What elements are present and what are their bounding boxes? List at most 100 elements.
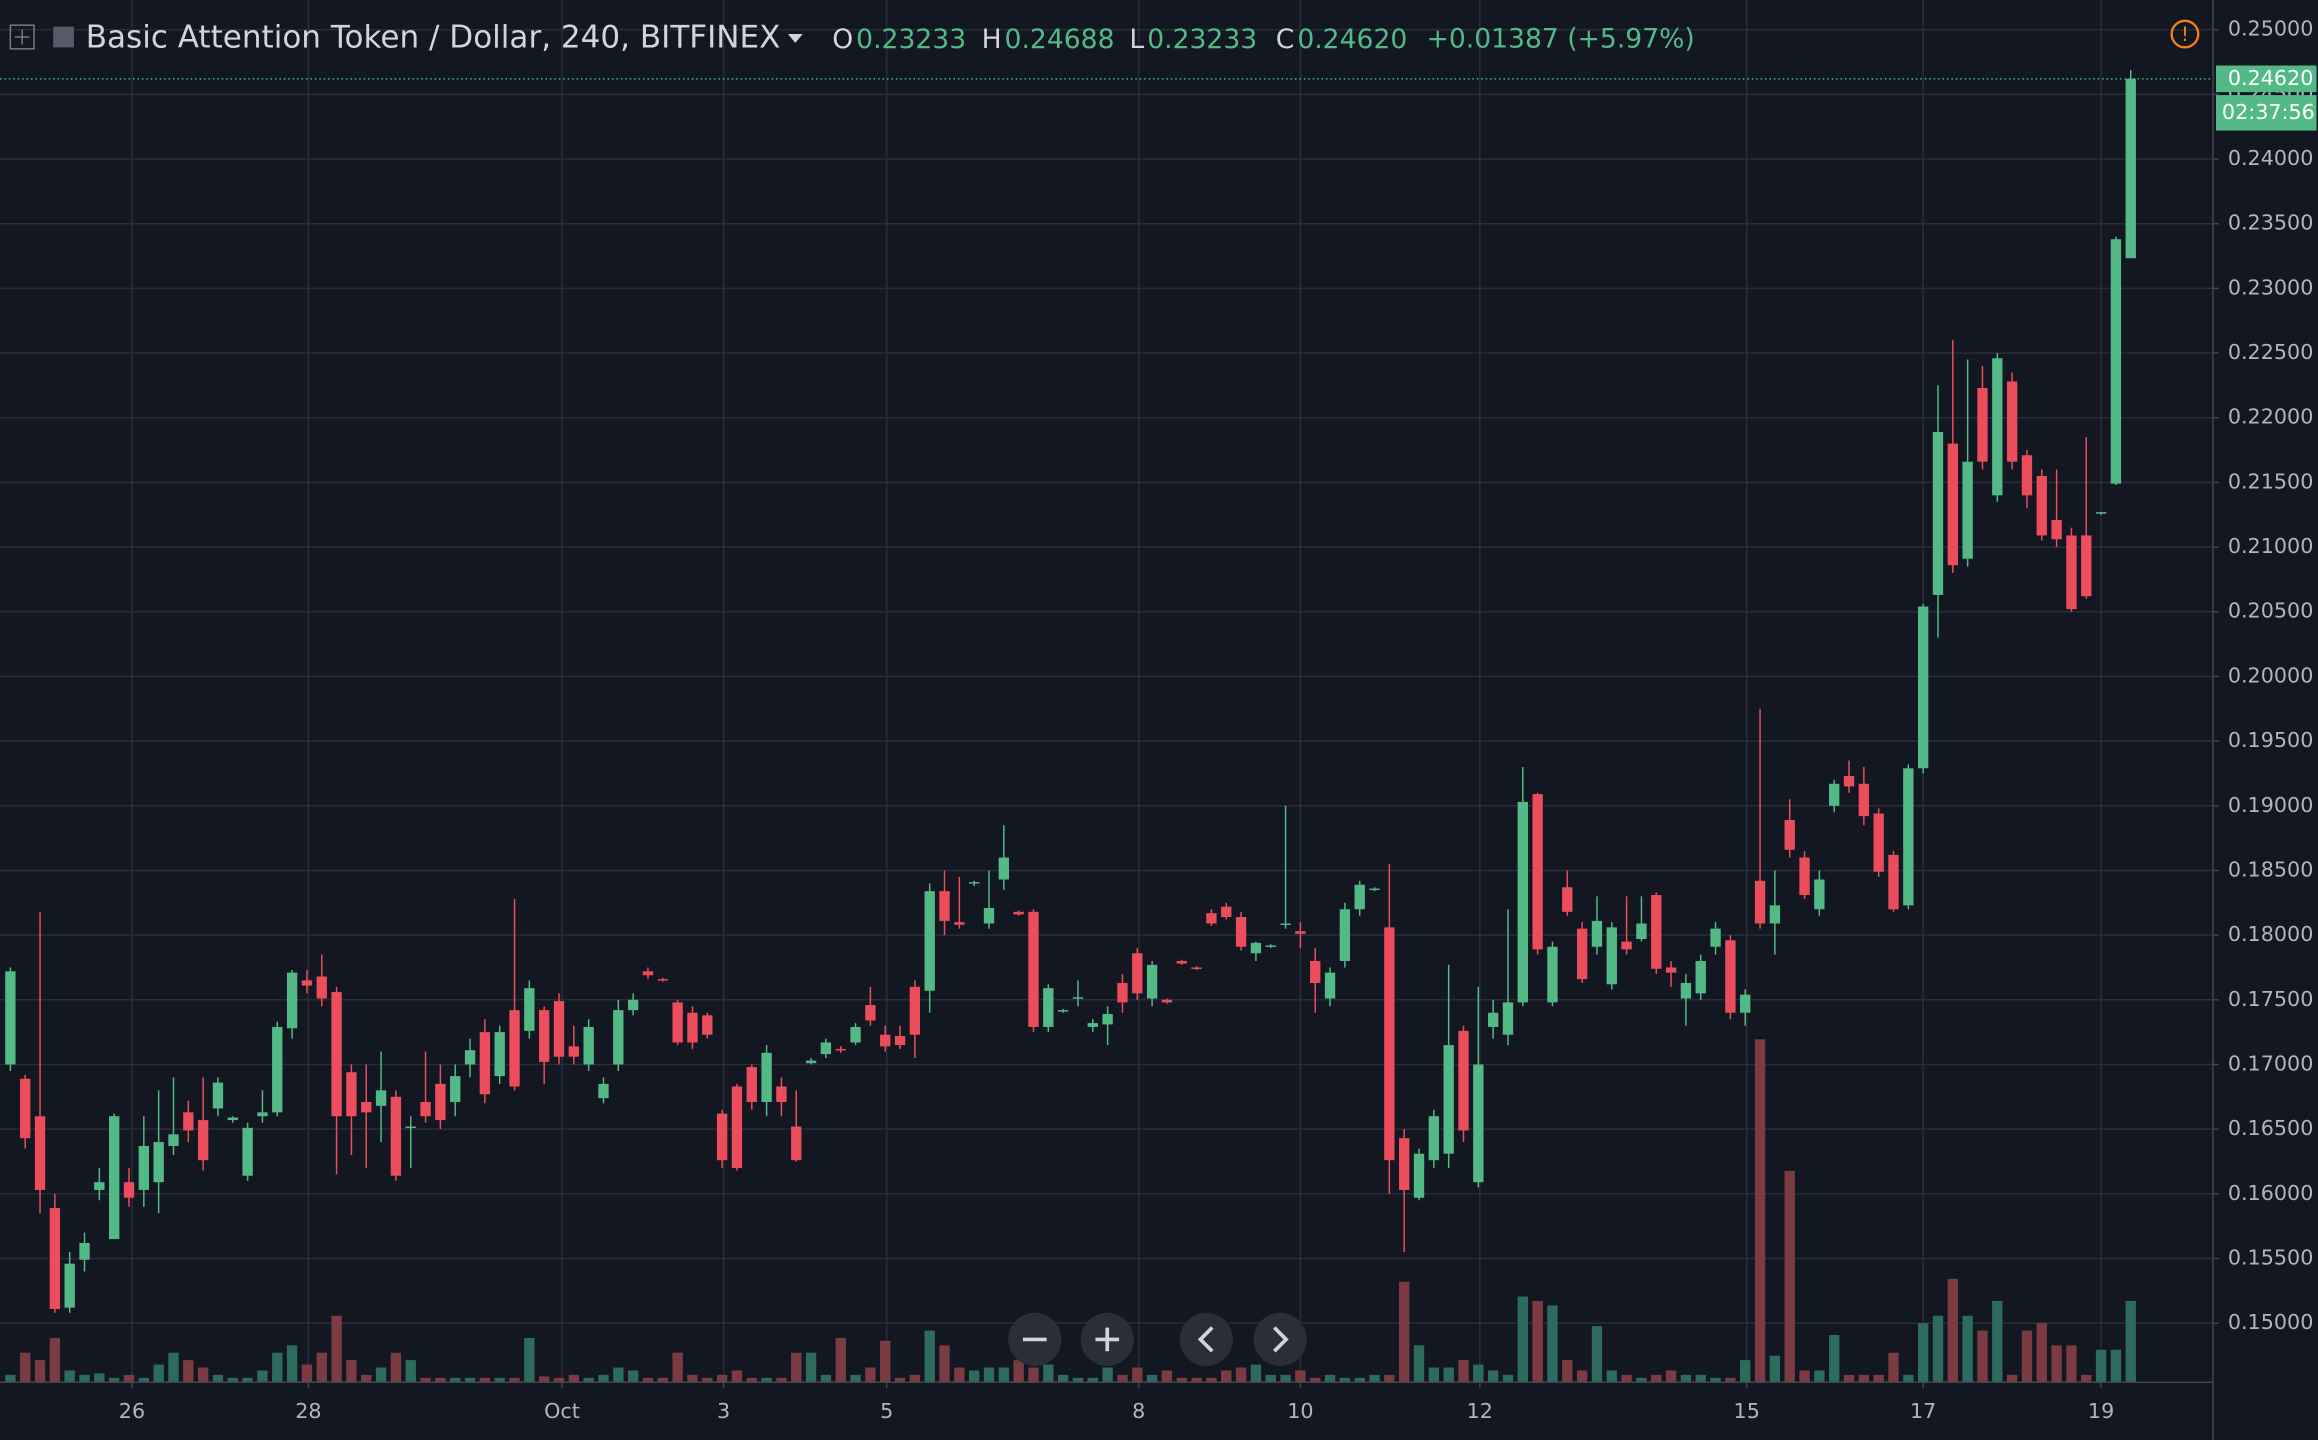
volume-bar bbox=[731, 1370, 743, 1383]
volume-bar bbox=[331, 1315, 342, 1383]
volume-bar bbox=[627, 1370, 639, 1383]
dropdown-arrow[interactable] bbox=[787, 34, 803, 43]
candle-body bbox=[5, 971, 16, 1065]
candle-body bbox=[1146, 964, 1158, 999]
volume-bar bbox=[346, 1360, 357, 1383]
volume-bar bbox=[1829, 1334, 1840, 1383]
candle-body bbox=[1710, 928, 1721, 947]
volume-bar bbox=[494, 1377, 505, 1383]
volume-bar bbox=[2110, 1349, 2122, 1383]
add-icon[interactable] bbox=[9, 24, 35, 50]
volume-bar bbox=[34, 1360, 46, 1383]
volume-bar bbox=[583, 1377, 594, 1383]
candle-body bbox=[1013, 911, 1024, 915]
volume-bar bbox=[894, 1377, 906, 1383]
y-tick-label: 0.23000 bbox=[2228, 275, 2314, 299]
candle-body bbox=[524, 988, 535, 1031]
candle-body bbox=[776, 1086, 787, 1102]
candle-body bbox=[1799, 857, 1810, 896]
candle-body bbox=[34, 1116, 46, 1190]
flag-icon[interactable] bbox=[53, 26, 74, 48]
y-tick-label: 0.19500 bbox=[2228, 728, 2314, 752]
candle-body bbox=[1843, 776, 1855, 787]
candle-body bbox=[1977, 387, 1988, 462]
candle-body bbox=[2021, 455, 2033, 496]
volume-bar bbox=[2125, 1300, 2136, 1383]
x-tick-label: 12 bbox=[1467, 1399, 1493, 1423]
candle-body bbox=[598, 1083, 609, 1099]
volume-bar bbox=[450, 1377, 461, 1383]
ohlc-key: H bbox=[982, 23, 1002, 54]
ohlc-item: L 0.23233 bbox=[1129, 23, 1257, 54]
candle-body bbox=[197, 1120, 209, 1161]
candle-body bbox=[1443, 1045, 1454, 1154]
volume-bar bbox=[1206, 1377, 1217, 1383]
candle-body bbox=[1057, 1010, 1069, 1012]
ohlc-item: C 0.24620 bbox=[1276, 23, 1408, 54]
candle-body bbox=[20, 1078, 31, 1139]
x-tick-label: 10 bbox=[1287, 1399, 1313, 1423]
candle-body bbox=[1087, 1023, 1098, 1027]
volume-bar bbox=[524, 1337, 535, 1383]
change: +0.01387 (+5.97%) bbox=[1427, 23, 1695, 54]
scroll-left-button bbox=[1197, 1326, 1214, 1353]
scroll-left-button[interactable] bbox=[1179, 1312, 1233, 1367]
candle-body bbox=[1532, 794, 1543, 950]
candle-body bbox=[1932, 431, 1944, 595]
candle-body bbox=[1829, 783, 1840, 806]
volume-bar bbox=[2021, 1330, 2033, 1383]
candle-body bbox=[613, 1010, 624, 1065]
symbol-title[interactable]: Basic Attention Token / Dollar, 240, BIT… bbox=[86, 19, 781, 55]
candle-body bbox=[954, 922, 965, 925]
candle-body bbox=[1473, 1064, 1484, 1183]
candle-body bbox=[301, 980, 313, 986]
candle-body bbox=[1339, 909, 1351, 961]
volume-bar bbox=[79, 1374, 90, 1383]
candle-body bbox=[1458, 1030, 1469, 1131]
volume-layer bbox=[5, 1039, 2136, 1383]
volume-bar bbox=[1814, 1370, 1825, 1383]
volume-bar bbox=[5, 1374, 16, 1383]
volume-bar bbox=[880, 1340, 891, 1383]
candle-body bbox=[1176, 960, 1187, 964]
volume-bar bbox=[687, 1374, 698, 1383]
candle-body bbox=[1413, 1153, 1425, 1198]
alert-icon[interactable] bbox=[2170, 19, 2200, 49]
candle-body bbox=[983, 907, 995, 924]
candle-body bbox=[553, 1001, 565, 1057]
alert-icon: ! bbox=[2181, 23, 2189, 46]
candle-body bbox=[1280, 923, 1291, 925]
candle-body bbox=[153, 1142, 164, 1183]
ohlc-item: O 0.23233 bbox=[832, 23, 966, 54]
candle-body bbox=[316, 976, 327, 999]
candle-body bbox=[1562, 887, 1573, 912]
volume-bar bbox=[1710, 1377, 1721, 1383]
volume-bar bbox=[2006, 1374, 2018, 1383]
candle-body bbox=[168, 1134, 179, 1146]
volume-bar bbox=[1176, 1377, 1187, 1383]
x-tick-label: 3 bbox=[717, 1399, 730, 1423]
x-tick-label: 19 bbox=[2088, 1399, 2114, 1423]
candle-body bbox=[791, 1126, 802, 1161]
volume-bar bbox=[1013, 1360, 1024, 1383]
volume-bar bbox=[553, 1377, 565, 1383]
volume-bar bbox=[716, 1374, 728, 1383]
candle-body bbox=[1132, 953, 1143, 994]
volume-bar bbox=[598, 1374, 609, 1383]
scroll-right-button[interactable] bbox=[1253, 1312, 1307, 1367]
volume-bar bbox=[805, 1352, 817, 1383]
y-tick-label: 0.19000 bbox=[2228, 793, 2314, 817]
volume-bar bbox=[2051, 1345, 2062, 1383]
volume-bar bbox=[1636, 1377, 1647, 1383]
candle-body bbox=[672, 1002, 683, 1043]
volume-bar bbox=[791, 1352, 802, 1383]
volume-bar bbox=[20, 1352, 31, 1383]
volume-bar bbox=[1695, 1374, 1706, 1383]
volume-bar bbox=[94, 1373, 105, 1383]
volume-bar bbox=[479, 1377, 491, 1383]
candle-body bbox=[1606, 927, 1617, 985]
candle-body bbox=[1354, 884, 1365, 910]
volume-bar bbox=[909, 1374, 921, 1383]
axes: 0.15000 0.15500 0.16000 0.16500 0.17000 0.175… bbox=[119, 17, 2314, 1423]
candle-body bbox=[331, 992, 342, 1117]
